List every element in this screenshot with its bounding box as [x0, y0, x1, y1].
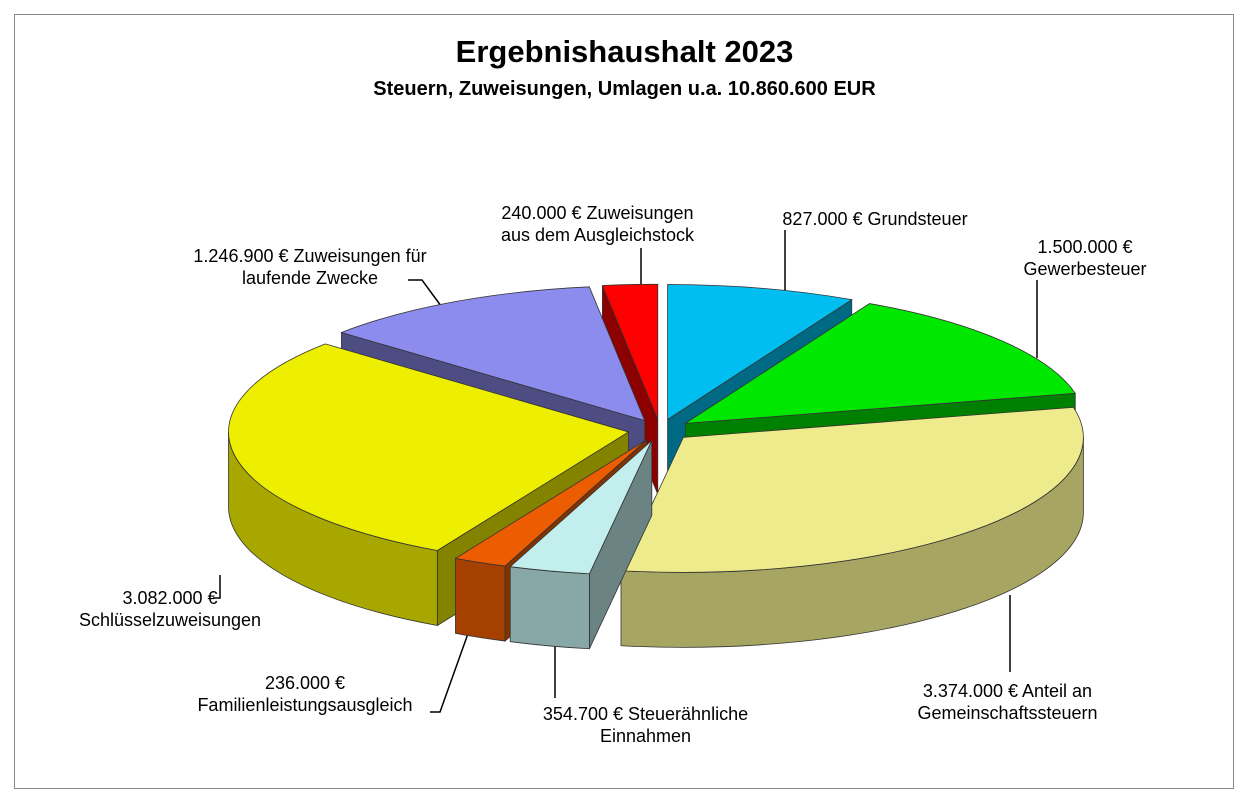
- category-label: Anteil an Gemeinschaftssteuern: [917, 681, 1098, 723]
- slice-label: 354.700 € Steuerähnliche Einnahmen: [518, 703, 773, 747]
- category-label: Steuerähnliche Einnahmen: [599, 704, 749, 746]
- slice: [601, 283, 659, 420]
- slice: [620, 406, 1084, 573]
- category-label: Gewerbesteuer: [1023, 259, 1147, 279]
- category-label: Zuweisungen aus dem Ausgleichstock: [500, 203, 695, 245]
- chart-subtitle: Steuern, Zuweisungen, Umlagen u.a. 10.86…: [373, 78, 876, 100]
- value-label: 827.000 €: [782, 209, 863, 229]
- slice: [509, 440, 653, 575]
- category-label: Grundsteuer: [867, 209, 968, 229]
- slice: [667, 284, 853, 421]
- slice-label: 827.000 € Grundsteuer: [760, 208, 990, 230]
- category-label: Zuweisungen für laufende Zwecke: [241, 246, 427, 288]
- value-label: 1.500.000 €: [1037, 237, 1133, 257]
- slice-label: 1.500.000 € Gewerbesteuer: [1010, 236, 1160, 280]
- frame: [14, 14, 1234, 789]
- slice: [685, 303, 1076, 424]
- slice-side: [509, 566, 590, 650]
- chart-title: Ergebnishaushalt 2023: [455, 34, 794, 69]
- slice: [228, 343, 630, 551]
- slice-label: 1.246.900 € Zuweisungen für laufende Zwe…: [180, 245, 440, 289]
- value-label: 1.246.900 €: [193, 246, 289, 266]
- category-label: Familienleistungsausgleich: [197, 695, 413, 715]
- slice-label: 3.082.000 € Schlüsselzuweisungen: [60, 587, 280, 631]
- value-label: 3.374.000 €: [922, 681, 1018, 701]
- slice: [454, 439, 647, 567]
- slice: [340, 286, 646, 422]
- slice-label: 236.000 € Familienleistungsausgleich: [180, 672, 430, 716]
- leader-line: [430, 627, 471, 713]
- value-label: 354.700 €: [542, 704, 623, 724]
- leader-line: [213, 575, 221, 599]
- slice-side: [455, 557, 506, 642]
- value-label: 240.000 €: [501, 203, 582, 223]
- value-label: 3.082.000 €: [122, 588, 218, 608]
- category-label: Schlüsselzuweisungen: [78, 610, 262, 630]
- slice-label: 3.374.000 € Anteil an Gemeinschaftssteue…: [895, 680, 1120, 724]
- slice-label: 240.000 € Zuweisungen aus dem Ausgleichs…: [485, 202, 710, 246]
- value-label: 236.000 €: [264, 673, 346, 693]
